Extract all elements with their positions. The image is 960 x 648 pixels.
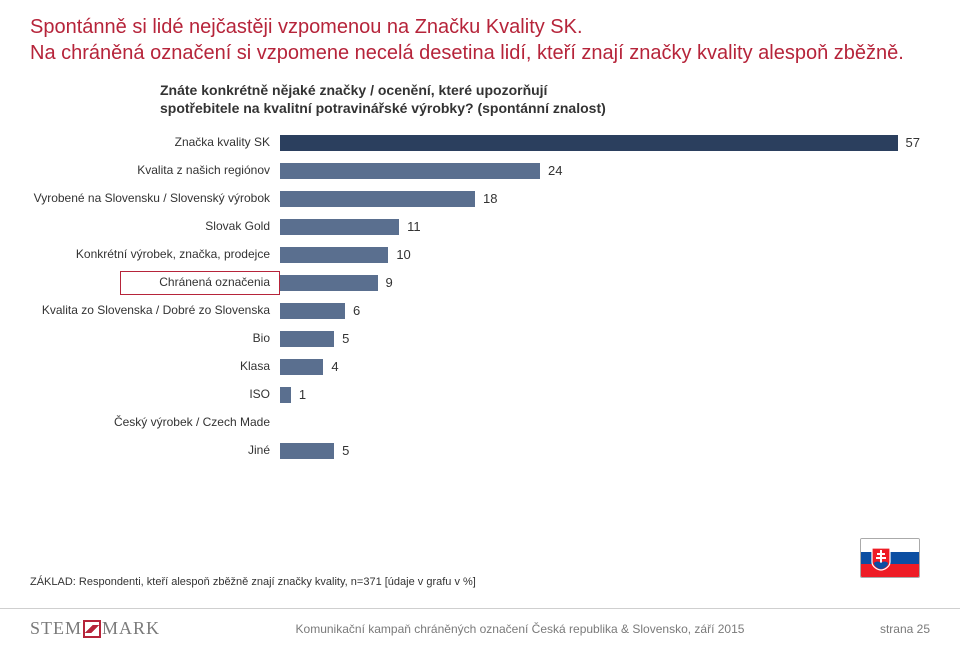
chart-value-label: 1: [299, 385, 306, 405]
chart-value-label: 4: [331, 357, 338, 377]
slide: Spontánně si lidé nejčastěji vzpomenou n…: [0, 0, 960, 648]
chart-bar: [280, 163, 540, 179]
chart-row: Jiné 5: [30, 437, 930, 465]
chart-bar-wrap: 24: [280, 161, 930, 181]
chart-bar: [280, 219, 399, 235]
chart-value-label: 18: [483, 189, 497, 209]
footer: STEM MARK Komunikační kampaň chráněných …: [0, 608, 960, 648]
chart-bar-wrap: 11: [280, 217, 930, 237]
chart-row: Značka kvality SK 57: [30, 129, 930, 157]
chart-row: Klasa 4: [30, 353, 930, 381]
chart-value-label: 24: [548, 161, 562, 181]
footer-page-number: strana 25: [880, 622, 930, 636]
chart-value-label: 11: [407, 217, 421, 237]
chart-row: Kvalita zo Slovenska / Dobré zo Slovensk…: [30, 297, 930, 325]
subtitle-line-2: spotřebitele na kvalitní potravinářské v…: [160, 100, 930, 118]
logo-text-left: STEM: [30, 618, 82, 639]
chart-row-label: Jiné: [30, 444, 280, 457]
flag-crest-icon: [871, 547, 891, 571]
bar-chart: Značka kvality SK 57 Kvalita z našich regi…: [30, 129, 930, 509]
chart-row: Kvalita z našich regiónov 24: [30, 157, 930, 185]
logo-mark-icon: [83, 620, 101, 638]
subtitle-line-1: Znáte konkrétně nějaké značky / ocenění,…: [160, 82, 930, 100]
chart-value-label: 5: [342, 329, 349, 349]
chart-bar-wrap: [280, 413, 930, 433]
title-line-1: Spontánně si lidé nejčastěji vzpomenou n…: [30, 14, 930, 40]
chart-row-label: Český výrobek / Czech Made: [30, 416, 280, 429]
chart-row: Bio 5: [30, 325, 930, 353]
chart-row: Chránená označenia 9: [30, 269, 930, 297]
chart-bar-wrap: 5: [280, 329, 930, 349]
chart-row-label: Vyrobené na Slovensku / Slovenský výrobo…: [30, 192, 280, 205]
chart-row: Konkrétní výrobek, značka, prodejce 10: [30, 241, 930, 269]
chart-value-label: 57: [906, 133, 920, 153]
chart-bar-wrap: 1: [280, 385, 930, 405]
chart-bar: [280, 303, 345, 319]
chart-bar-wrap: 5: [280, 441, 930, 461]
chart-row: Slovak Gold 11: [30, 213, 930, 241]
logo-text-right: MARK: [102, 618, 160, 639]
chart-row: ISO 1: [30, 381, 930, 409]
chart-bar-wrap: 4: [280, 357, 930, 377]
chart-bar-wrap: 9: [280, 273, 930, 293]
chart-row-label: Chránená označenia: [30, 276, 280, 289]
chart-row-label: Kvalita z našich regiónov: [30, 164, 280, 177]
chart-footnote: ZÁKLAD: Respondenti, kteří alespoň zběžn…: [30, 576, 476, 588]
footer-center-text: Komunikační kampaň chráněných označení Č…: [160, 622, 880, 636]
chart-bar-wrap: 6: [280, 301, 930, 321]
chart-row-label: Slovak Gold: [30, 220, 280, 233]
chart-row-label: ISO: [30, 388, 280, 401]
chart-bar: [280, 191, 475, 207]
chart-row: Český výrobek / Czech Made: [30, 409, 930, 437]
chart-row-label: Klasa: [30, 360, 280, 373]
chart-bar: [280, 275, 378, 291]
title-line-2: Na chráněná označení si vzpomene necelá …: [30, 40, 930, 66]
chart-row-label: Konkrétní výrobek, značka, prodejce: [30, 248, 280, 261]
chart-value-label: 5: [342, 441, 349, 461]
chart-row-label: Bio: [30, 332, 280, 345]
chart-bar: [280, 331, 334, 347]
slovakia-flag-icon: [860, 538, 920, 578]
title-block: Spontánně si lidé nejčastěji vzpomenou n…: [0, 0, 960, 76]
chart-bar: [280, 359, 323, 375]
chart-bar-wrap: 10: [280, 245, 930, 265]
chart-bar: [280, 247, 388, 263]
chart-bar: [280, 135, 898, 151]
chart-value-label: 10: [396, 245, 410, 265]
chart-bar: [280, 443, 334, 459]
chart-bar-wrap: 57: [280, 133, 930, 153]
chart-value-label: 6: [353, 301, 360, 321]
subtitle-block: Znáte konkrétně nějaké značky / ocenění,…: [0, 76, 960, 121]
chart-bar: [280, 387, 291, 403]
chart-row-label: Kvalita zo Slovenska / Dobré zo Slovensk…: [30, 304, 280, 317]
chart-value-label: 9: [386, 273, 393, 293]
stemmark-logo: STEM MARK: [30, 618, 160, 639]
chart-bar-wrap: 18: [280, 189, 930, 209]
chart-row-label: Značka kvality SK: [30, 136, 280, 149]
chart-row: Vyrobené na Slovensku / Slovenský výrobo…: [30, 185, 930, 213]
